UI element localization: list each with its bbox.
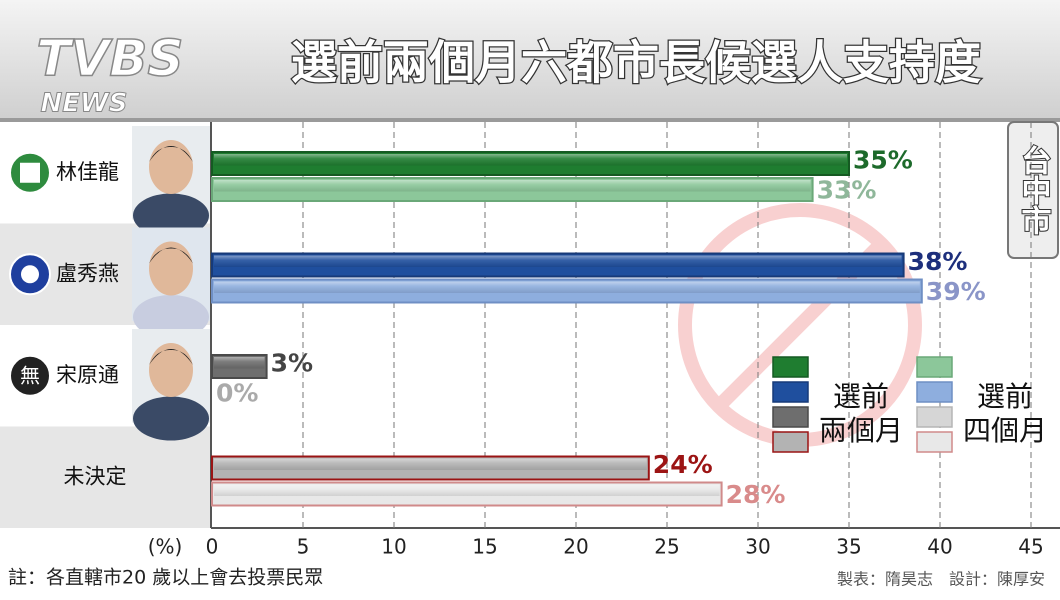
bar-shine (214, 180, 811, 192)
region-label: 台中市 (1016, 144, 1051, 235)
bar-shine (214, 484, 720, 496)
x-tick-label: 20 (563, 535, 588, 559)
bar-shine (214, 281, 920, 293)
category-label: 林佳龍 (56, 160, 119, 184)
party-badge-icon (21, 265, 39, 284)
legend-swatch (772, 356, 809, 378)
bar-shine (214, 255, 902, 267)
credit: 製表：隋昊志 設計：陳厚安 (837, 570, 1045, 589)
logo-sub: NEWS (41, 89, 128, 119)
portrait (132, 126, 210, 238)
header-bg (0, 0, 1060, 120)
legend-swatch (916, 406, 953, 428)
x-tick-label: 5 (297, 535, 310, 559)
x-tick-label: 15 (472, 535, 497, 559)
value-label: 39% (926, 277, 986, 306)
legend-label-line: 選前 (833, 380, 889, 413)
region-box (1007, 121, 1059, 259)
x-tick-label: 45 (1018, 535, 1043, 559)
legend-label: 選前四個月 (963, 380, 1047, 447)
x-tick-label: 35 (836, 535, 861, 559)
x-axis-label: (%) (148, 535, 183, 559)
x-tick-label: 25 (654, 535, 679, 559)
value-label: 0% (216, 379, 258, 408)
party-badge (9, 354, 51, 397)
portrait-head (149, 241, 193, 296)
portrait-hair (149, 247, 193, 264)
header-rule (0, 118, 1060, 122)
bar-shine (214, 357, 265, 369)
portrait (132, 227, 210, 339)
legend-label-line: 兩個月 (819, 414, 903, 447)
x-tick-label: 40 (927, 535, 952, 559)
logo: TVBS (37, 30, 184, 88)
legend-swatch (916, 431, 953, 453)
note: 註：各直轄市20 歲以上會去投票民眾 (8, 567, 323, 589)
legend-swatch (916, 356, 953, 378)
value-label: 3% (271, 349, 313, 378)
value-label: 35% (853, 146, 913, 175)
portrait-hair (149, 349, 193, 365)
x-tick-label: 10 (381, 535, 406, 559)
value-label: 38% (908, 247, 968, 276)
row-bg (0, 426, 210, 528)
portrait (132, 329, 210, 441)
legend-label-line: 四個月 (963, 414, 1047, 447)
value-label: 33% (817, 176, 877, 205)
category-label: 未決定 (64, 464, 127, 488)
portrait-body (133, 193, 209, 238)
legend-swatch (916, 381, 953, 403)
category-label: 宋原通 (56, 363, 119, 387)
value-label: 28% (726, 480, 786, 509)
x-tick-label: 0 (206, 535, 219, 559)
legend-swatch (772, 431, 809, 453)
chart-title: 選前兩個月六都市長候選人支持度 (291, 36, 981, 90)
category-label: 盧秀燕 (56, 261, 119, 285)
legend-swatch (772, 381, 809, 403)
party-badge-label: 無 (20, 363, 40, 387)
value-label: 24% (653, 450, 713, 479)
party-badge-icon (20, 162, 40, 183)
bar-shine (214, 458, 647, 470)
x-tick-label: 30 (745, 535, 770, 559)
portrait-head (149, 140, 193, 194)
legend-label: 選前兩個月 (819, 380, 903, 447)
portrait-body (133, 396, 209, 441)
portrait-head (149, 343, 193, 397)
legend-swatch (772, 406, 809, 428)
legend-label-line: 選前 (977, 380, 1033, 413)
portrait-hair (149, 146, 193, 162)
bar-shine (214, 154, 847, 166)
portrait-body (133, 295, 209, 339)
